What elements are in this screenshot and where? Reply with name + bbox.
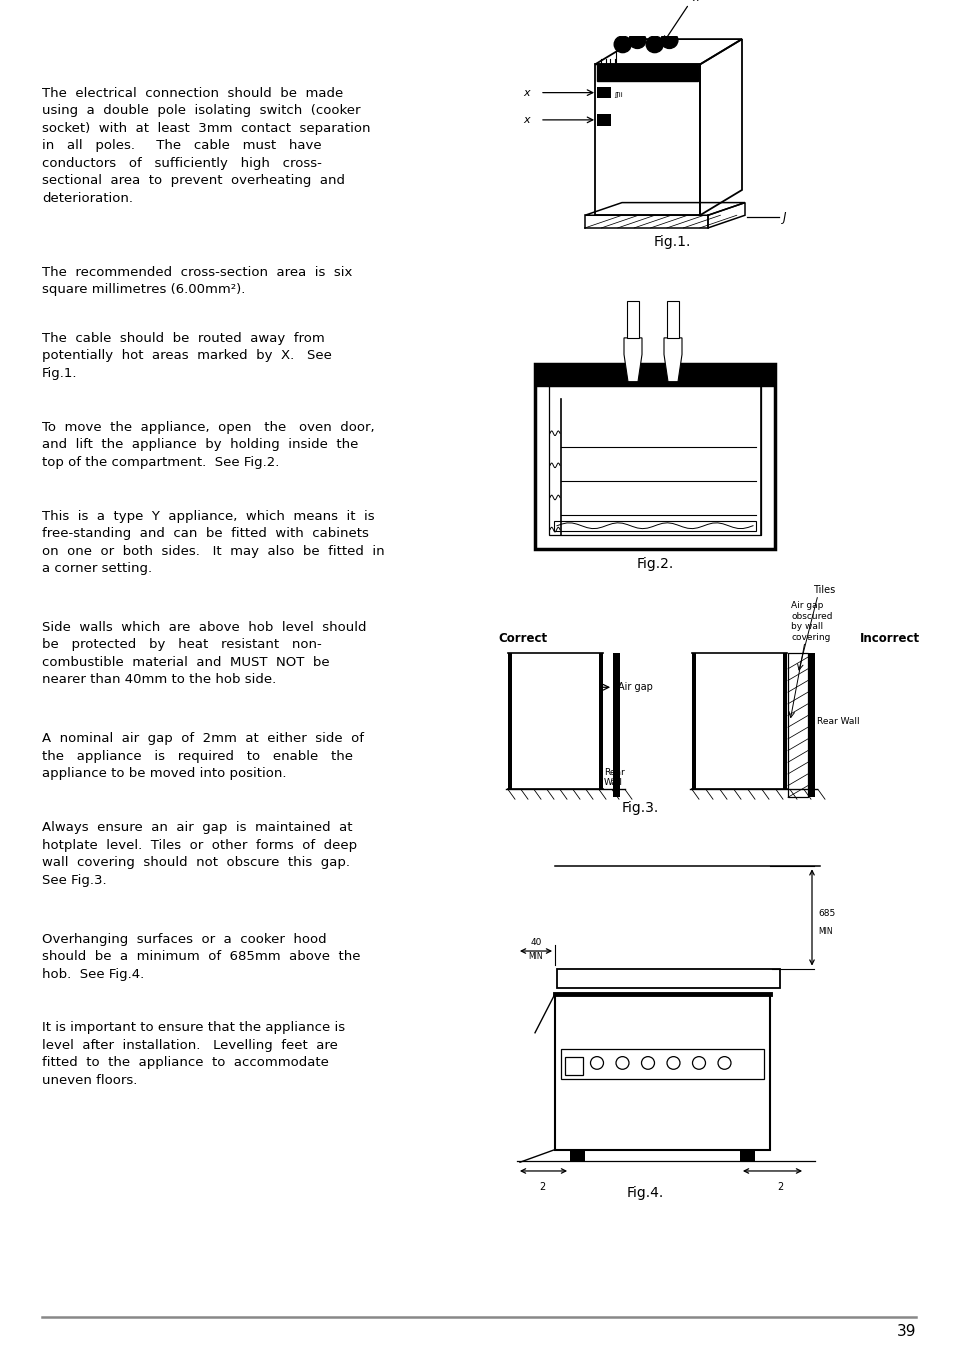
Text: Fig.2.: Fig.2. — [636, 557, 673, 571]
Text: 40: 40 — [530, 938, 541, 948]
Circle shape — [614, 37, 631, 53]
Text: x: x — [523, 115, 530, 124]
Text: Air gap: Air gap — [618, 683, 652, 692]
Bar — [535, 364, 774, 385]
Text: MIN: MIN — [528, 952, 543, 961]
Bar — [555, 994, 769, 1149]
Bar — [597, 87, 610, 99]
Text: The  recommended  cross-section  area  is  six
square millimetres (6.00mm²).: The recommended cross-section area is si… — [42, 265, 352, 296]
Polygon shape — [623, 338, 641, 381]
Text: 2: 2 — [538, 1182, 544, 1191]
Text: A  nominal  air  gap  of  2mm  at  either  side  of
the   appliance   is   requi: A nominal air gap of 2mm at either side … — [42, 733, 364, 780]
Circle shape — [628, 32, 645, 49]
Text: 39: 39 — [896, 1324, 915, 1338]
Text: ʃʃii: ʃʃii — [614, 92, 622, 97]
Bar — [787, 653, 807, 798]
Text: Air gap
obscured
by wall
covering: Air gap obscured by wall covering — [790, 602, 832, 642]
Bar — [535, 364, 774, 549]
Polygon shape — [663, 338, 681, 381]
Bar — [626, 301, 639, 338]
Text: Fig.1.: Fig.1. — [653, 235, 690, 249]
Text: To  move  the  appliance,  open   the   oven  door,
and  lift  the  appliance  b: To move the appliance, open the oven doo… — [42, 420, 375, 469]
Bar — [782, 653, 786, 790]
Text: It is important to ensure that the appliance is
level  after  installation.   Le: It is important to ensure that the appli… — [42, 1021, 345, 1087]
Bar — [597, 65, 698, 81]
Bar — [548, 377, 760, 535]
Bar — [560, 1049, 763, 1079]
Bar — [691, 653, 696, 790]
Text: Rear Wall: Rear Wall — [816, 717, 859, 726]
Text: Fig.3.: Fig.3. — [620, 802, 658, 815]
Bar — [598, 653, 602, 790]
Text: MIN: MIN — [817, 926, 832, 936]
Bar — [597, 114, 610, 126]
Bar — [564, 1057, 582, 1075]
Text: Tiles: Tiles — [812, 585, 835, 595]
Text: The  cable  should  be  routed  away  from
potentially  hot  areas  marked  by  : The cable should be routed away from pot… — [42, 333, 332, 380]
Text: Fig.4.: Fig.4. — [626, 1186, 663, 1199]
Text: 2: 2 — [776, 1182, 782, 1191]
Bar — [613, 653, 619, 798]
Bar — [569, 1149, 584, 1161]
Circle shape — [645, 37, 662, 53]
Bar — [807, 653, 814, 798]
Bar — [740, 1149, 754, 1161]
Text: Rear
Wall: Rear Wall — [603, 768, 624, 787]
Bar — [666, 301, 679, 338]
Bar — [554, 521, 755, 530]
Bar — [507, 653, 512, 790]
Text: Incorrect: Incorrect — [859, 633, 919, 645]
Text: Always  ensure  an  air  gap  is  maintained  at
hotplate  level.  Tiles  or  ot: Always ensure an air gap is maintained a… — [42, 821, 356, 887]
Text: Correct: Correct — [497, 633, 547, 645]
Text: Overhanging  surfaces  or  a  cooker  hood
should  be  a  minimum  of  685mm  ab: Overhanging surfaces or a cooker hood sh… — [42, 933, 360, 980]
Circle shape — [660, 32, 678, 49]
Bar — [557, 968, 780, 988]
Text: 685: 685 — [817, 909, 835, 918]
Text: x: x — [523, 88, 530, 97]
Text: J: J — [782, 211, 785, 223]
Text: x: x — [691, 0, 698, 3]
Text: Side  walls  which  are  above  hob  level  should
be   protected   by   heat   : Side walls which are above hob level sho… — [42, 621, 366, 687]
Text: This  is  a  type  Y  appliance,  which  means  it  is
free-standing  and  can  : This is a type Y appliance, which means … — [42, 510, 384, 575]
Text: The  electrical  connection  should  be  made
using  a  double  pole  isolating : The electrical connection should be made… — [42, 87, 370, 204]
